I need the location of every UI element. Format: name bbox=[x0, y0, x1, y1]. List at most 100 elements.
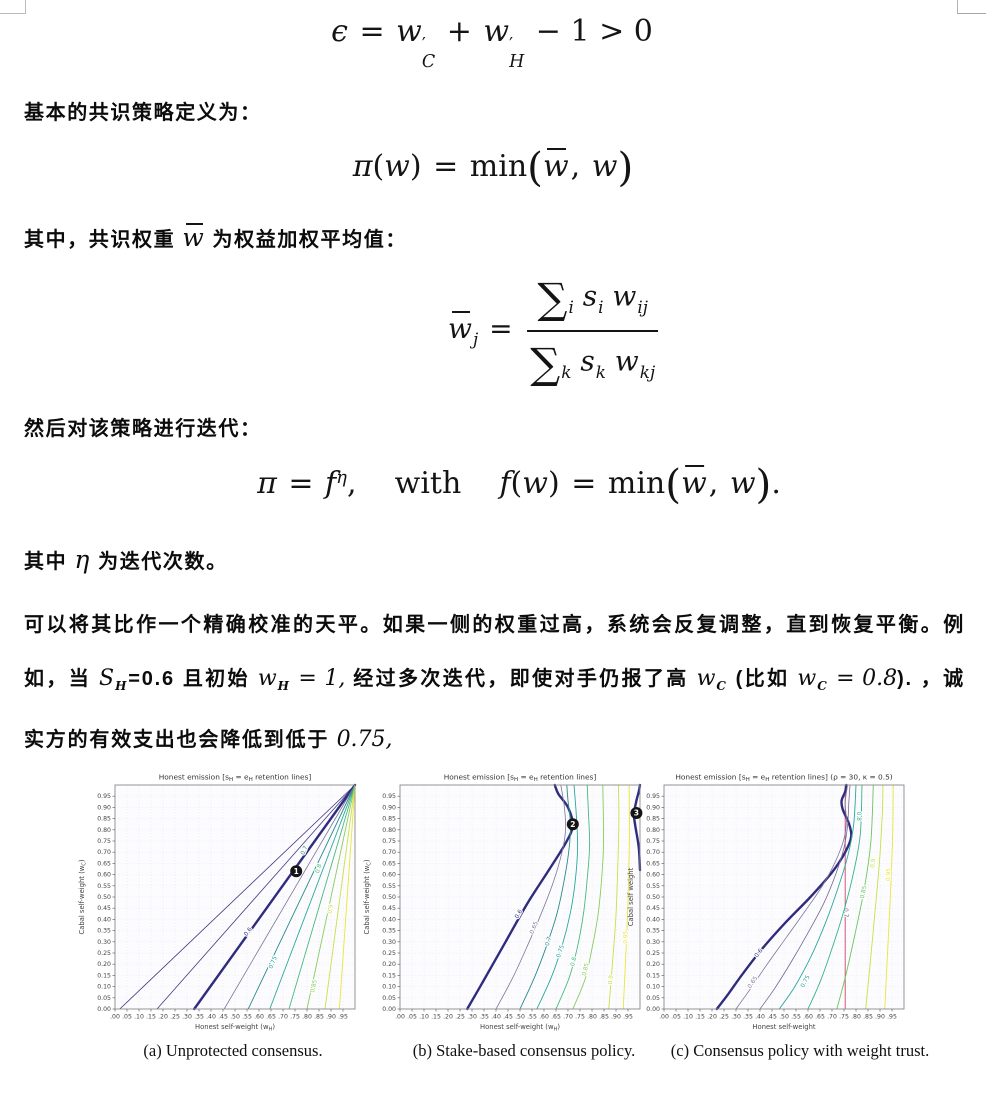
svg-text:.90: .90 bbox=[875, 1014, 885, 1021]
svg-text:0.30: 0.30 bbox=[646, 939, 660, 946]
figure-panel-b-contour-plot: 0.60.650.70.750.80.850.90.950.000.050.10… bbox=[363, 773, 643, 1033]
svg-text:0.50: 0.50 bbox=[97, 894, 111, 901]
svg-text:0.8: 0.8 bbox=[570, 956, 578, 967]
figure-panel-c-contour-plot: 0.60.650.70.750.80.850.90.950.000.050.10… bbox=[627, 773, 905, 1031]
svg-text:.55: .55 bbox=[527, 1014, 537, 1021]
svg-text:0.35: 0.35 bbox=[646, 928, 660, 935]
svg-text:.15: .15 bbox=[146, 1014, 156, 1021]
svg-text:0.35: 0.35 bbox=[382, 928, 396, 935]
svg-text:Honest emission [sH = eH reten: Honest emission [sH = eH retention lines… bbox=[159, 773, 312, 784]
svg-text:Honest self-weight: Honest self-weight bbox=[752, 1023, 815, 1031]
svg-text:.50: .50 bbox=[779, 1014, 789, 1021]
svg-text:0.60: 0.60 bbox=[382, 872, 396, 879]
svg-text:.95: .95 bbox=[623, 1014, 633, 1021]
svg-text:0.35: 0.35 bbox=[97, 928, 111, 935]
svg-text:0.70: 0.70 bbox=[646, 849, 660, 856]
svg-text:.65: .65 bbox=[266, 1014, 276, 1021]
svg-text:.30: .30 bbox=[467, 1014, 477, 1021]
svg-text:0.25: 0.25 bbox=[382, 950, 396, 957]
svg-text:.55: .55 bbox=[242, 1014, 252, 1021]
svg-text:.75: .75 bbox=[839, 1014, 849, 1021]
svg-text:0.10: 0.10 bbox=[646, 984, 660, 991]
svg-text:.05: .05 bbox=[407, 1014, 417, 1021]
svg-text:.40: .40 bbox=[206, 1014, 216, 1021]
svg-text:.10: .10 bbox=[683, 1014, 693, 1021]
svg-text:0.15: 0.15 bbox=[646, 972, 660, 979]
svg-text:0.7: 0.7 bbox=[300, 845, 309, 856]
svg-text:.50: .50 bbox=[230, 1014, 240, 1021]
svg-text:.00: .00 bbox=[395, 1014, 405, 1021]
svg-text:0.25: 0.25 bbox=[97, 950, 111, 957]
svg-text:0.95: 0.95 bbox=[646, 793, 660, 800]
svg-text:.05: .05 bbox=[122, 1014, 132, 1021]
svg-text:0.10: 0.10 bbox=[97, 984, 111, 991]
figure-panel-a-contour-plot: 0.60.70.750.80.850.90.000.050.100.150.20… bbox=[78, 773, 357, 1033]
figure-caption-a: (a) Unprotected consensus. bbox=[143, 1041, 323, 1060]
svg-text:0.95: 0.95 bbox=[623, 930, 629, 943]
svg-text:0.20: 0.20 bbox=[646, 961, 660, 968]
svg-text:0.80: 0.80 bbox=[646, 827, 660, 834]
svg-text:.60: .60 bbox=[803, 1014, 813, 1021]
svg-text:0.9: 0.9 bbox=[870, 858, 877, 868]
svg-text:.95: .95 bbox=[338, 1014, 348, 1021]
svg-text:0.90: 0.90 bbox=[646, 804, 660, 811]
svg-text:Honest emission [sH = eH reten: Honest emission [sH = eH retention lines… bbox=[675, 773, 892, 784]
svg-text:.40: .40 bbox=[755, 1014, 765, 1021]
svg-text:0.05: 0.05 bbox=[382, 995, 396, 1002]
svg-text:0.00: 0.00 bbox=[382, 1006, 396, 1013]
svg-text:0.60: 0.60 bbox=[97, 872, 111, 879]
svg-text:0.75: 0.75 bbox=[646, 838, 660, 845]
svg-text:.85: .85 bbox=[314, 1014, 324, 1021]
svg-text:Cabal self-weight (wC): Cabal self-weight (wC) bbox=[363, 859, 373, 934]
svg-text:.30: .30 bbox=[731, 1014, 741, 1021]
svg-text:.65: .65 bbox=[815, 1014, 825, 1021]
crop-artifact-top-right bbox=[957, 0, 986, 14]
svg-text:.75: .75 bbox=[575, 1014, 585, 1021]
svg-text:1: 1 bbox=[294, 867, 299, 876]
svg-text:0.30: 0.30 bbox=[382, 939, 396, 946]
svg-text:.30: .30 bbox=[182, 1014, 192, 1021]
svg-text:0.70: 0.70 bbox=[97, 849, 111, 856]
svg-text:.10: .10 bbox=[134, 1014, 144, 1021]
svg-text:0.80: 0.80 bbox=[97, 827, 111, 834]
svg-text:0.65: 0.65 bbox=[382, 860, 396, 867]
svg-text:0.40: 0.40 bbox=[382, 916, 396, 923]
equation-weighted-average: wj = ∑i si wij ∑k sk wkj bbox=[448, 272, 662, 388]
paragraph-analogy: 可以将其比作一个精确校准的天平。如果一侧的权重过高，系统会反复调整，直到恢复平衡… bbox=[24, 614, 965, 753]
svg-text:0.40: 0.40 bbox=[646, 916, 660, 923]
svg-text:0.85: 0.85 bbox=[382, 816, 396, 823]
svg-text:.15: .15 bbox=[431, 1014, 441, 1021]
svg-text:0.55: 0.55 bbox=[97, 883, 111, 890]
svg-text:.85: .85 bbox=[863, 1014, 873, 1021]
text-iterate-intro: 然后对该策略进行迭代： bbox=[24, 418, 262, 440]
svg-text:0.15: 0.15 bbox=[97, 972, 111, 979]
svg-text:.15: .15 bbox=[695, 1014, 705, 1021]
svg-text:0.30: 0.30 bbox=[97, 939, 111, 946]
svg-text:0.00: 0.00 bbox=[97, 1006, 111, 1013]
svg-text:0.50: 0.50 bbox=[646, 894, 660, 901]
svg-text:.20: .20 bbox=[158, 1014, 168, 1021]
svg-text:.60: .60 bbox=[254, 1014, 264, 1021]
svg-text:.70: .70 bbox=[827, 1014, 837, 1021]
svg-text:.80: .80 bbox=[302, 1014, 312, 1021]
svg-text:0.75: 0.75 bbox=[382, 838, 396, 845]
svg-text:0.65: 0.65 bbox=[97, 860, 111, 867]
svg-text:0.85: 0.85 bbox=[582, 962, 591, 976]
svg-text:.45: .45 bbox=[218, 1014, 228, 1021]
svg-text:Honest emission [sH = eH reten: Honest emission [sH = eH retention lines… bbox=[444, 773, 597, 784]
svg-text:.70: .70 bbox=[563, 1014, 573, 1021]
svg-text:.05: .05 bbox=[671, 1014, 681, 1021]
svg-text:.65: .65 bbox=[551, 1014, 561, 1021]
svg-text:.75: .75 bbox=[290, 1014, 300, 1021]
equation-iteration: π = fη, with f(w) = min(w, w). bbox=[257, 460, 781, 508]
text-definition-intro: 基本的共识策略定义为： bbox=[24, 102, 262, 124]
svg-text:Cabal self-weight (wC): Cabal self-weight (wC) bbox=[78, 859, 88, 934]
svg-text:0.45: 0.45 bbox=[382, 905, 396, 912]
svg-text:.55: .55 bbox=[791, 1014, 801, 1021]
svg-text:Honest self-weight (wH): Honest self-weight (wH) bbox=[195, 1023, 275, 1033]
svg-text:Honest self-weight (wH): Honest self-weight (wH) bbox=[480, 1023, 560, 1033]
svg-text:0.8: 0.8 bbox=[315, 863, 323, 874]
svg-text:0.95: 0.95 bbox=[97, 793, 111, 800]
text-weight-intro: 其中，共识权重 w 为权益加权平均值： bbox=[24, 222, 407, 252]
equation-consensus-policy: π(w) = min(w, w) bbox=[352, 143, 634, 191]
